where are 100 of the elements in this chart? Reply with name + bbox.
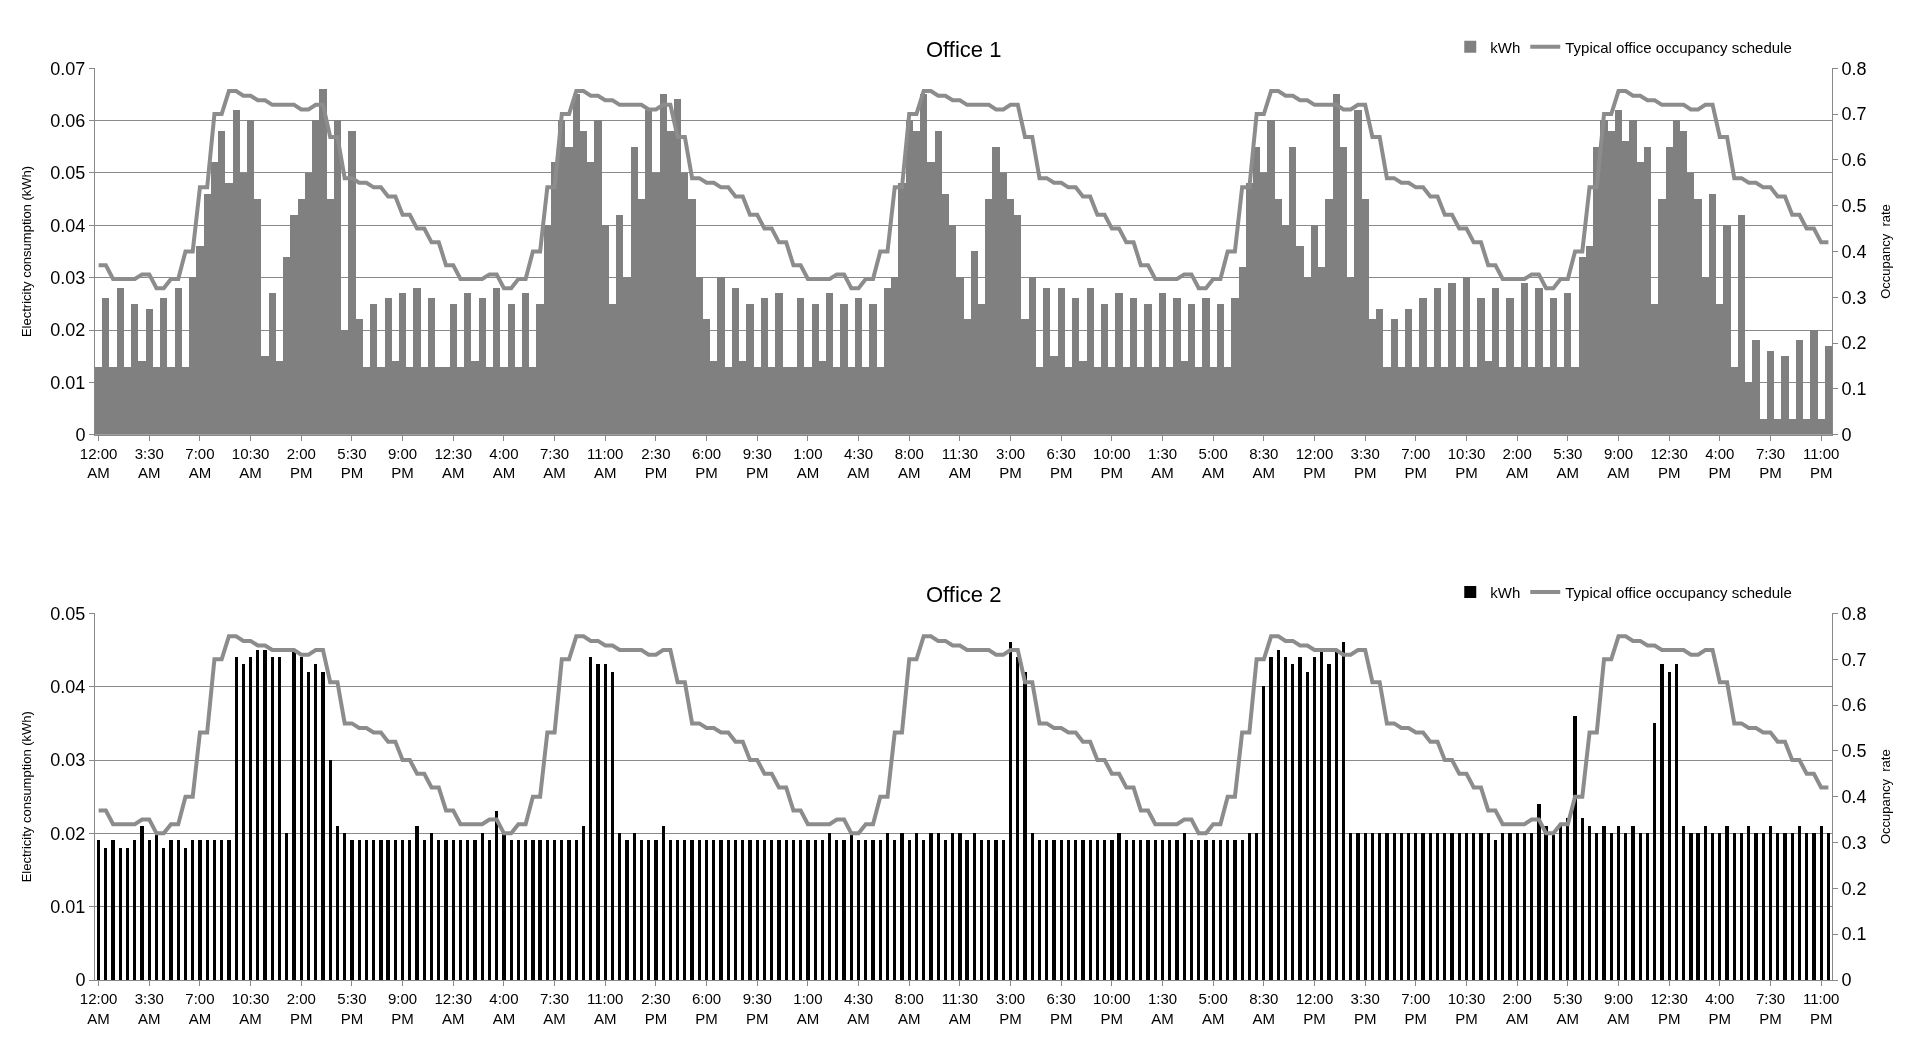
bar [1284, 657, 1287, 980]
x-tick-label: 9:30 PM [742, 444, 772, 482]
x-tick-label: 7:00 AM [185, 990, 215, 1027]
bar [1161, 840, 1164, 980]
bar [249, 657, 252, 980]
x-tick-label: 2:00 AM [1502, 990, 1532, 1027]
bar [104, 848, 107, 980]
bar [640, 840, 643, 980]
bar [517, 840, 520, 980]
bar [1573, 716, 1577, 980]
y2-tick-label: 0.1 [1841, 379, 1867, 400]
x-tick-label: 2:00 PM [286, 444, 316, 482]
bar [343, 833, 346, 980]
bar [191, 840, 194, 980]
x-tick-label: 10:30 AM [231, 444, 270, 482]
x-tick-label: 2:30 PM [641, 444, 671, 482]
bar [1559, 826, 1562, 980]
x-tick-label: 5:00 AM [1198, 990, 1228, 1027]
bar [148, 840, 151, 980]
y2-tick-label: 0.2 [1841, 333, 1867, 354]
bar [1269, 657, 1273, 980]
bar [842, 840, 846, 980]
bar [1631, 826, 1635, 980]
bar [1212, 840, 1215, 980]
bar [944, 840, 947, 980]
bar [1175, 840, 1179, 980]
x-tick-label: 7:30 PM [1755, 444, 1786, 482]
bar [1045, 840, 1048, 980]
y-tick-label: 0.07 [50, 58, 86, 79]
bar [821, 840, 824, 980]
bar [502, 833, 506, 980]
x-tick-label: 1:30 AM [1147, 444, 1178, 482]
bar [1711, 833, 1714, 980]
x-tick-label: 9:00 PM [387, 444, 418, 482]
bar [625, 840, 629, 980]
bar [1776, 833, 1779, 980]
bar [1696, 833, 1700, 980]
bar [220, 840, 223, 980]
bar [1146, 840, 1150, 980]
x-tick-label: 9:30 PM [742, 990, 772, 1027]
bar [712, 840, 715, 980]
bar [213, 840, 216, 980]
x-tick-label: 5:30 PM [337, 444, 367, 482]
bar [206, 840, 209, 980]
bar [1472, 833, 1475, 980]
x-tick-label: 5:30 PM [337, 990, 367, 1027]
bar [1465, 833, 1468, 980]
bar [922, 840, 925, 980]
bar [1617, 826, 1620, 980]
y-tick-label: 0.02 [50, 320, 86, 341]
bar [314, 664, 317, 980]
bar [350, 840, 354, 980]
x-tick-label: 2:00 PM [286, 990, 316, 1027]
bar [1241, 840, 1244, 980]
x-tick-label: 2:00 AM [1502, 444, 1532, 482]
bar [227, 840, 231, 980]
bar [965, 840, 969, 980]
bar [611, 672, 614, 980]
bar [698, 840, 701, 980]
bar [575, 840, 578, 980]
bar [785, 840, 788, 980]
x-tick-label: 12:30 AM [434, 990, 473, 1027]
y-tick-label: 0.05 [50, 603, 86, 624]
bar [705, 840, 708, 980]
x-tick-label: 2:30 PM [641, 990, 671, 1027]
bar [799, 840, 802, 980]
y2-tick-label: 0.4 [1841, 241, 1867, 262]
y2-tick-label: 0.1 [1841, 924, 1867, 945]
y2-tick-label: 0.5 [1841, 741, 1867, 762]
bar [1371, 833, 1374, 980]
y-tick-label: 0.01 [50, 372, 86, 393]
bar [763, 840, 766, 980]
x-tick-label: 10:30 PM [1447, 990, 1486, 1027]
bar [719, 840, 723, 980]
y2-tick-label: 0 [1841, 970, 1852, 991]
bar [828, 833, 831, 980]
bar [1725, 826, 1729, 980]
bar [466, 840, 469, 980]
bar [184, 848, 187, 980]
y-axis-title: Electricity consumption (kWh) [19, 165, 35, 338]
x-tick-label: 9:00 PM [387, 990, 418, 1027]
bar [1805, 833, 1808, 980]
bar [727, 840, 730, 980]
bar [633, 833, 636, 980]
bar [1306, 672, 1309, 980]
bar [1139, 840, 1142, 980]
bar [1754, 833, 1758, 980]
x-tick-label: 1:00 AM [793, 444, 823, 482]
bar [973, 833, 976, 980]
bar [1479, 833, 1483, 980]
bar [879, 840, 882, 980]
bar [379, 840, 383, 980]
bar [734, 840, 737, 980]
bar [1783, 833, 1787, 980]
bar [951, 833, 954, 980]
bar [415, 826, 419, 980]
x-tick-label: 12:00 PM [1295, 990, 1334, 1027]
bar [1610, 833, 1613, 980]
bar [1262, 686, 1265, 980]
bar [1595, 833, 1598, 980]
